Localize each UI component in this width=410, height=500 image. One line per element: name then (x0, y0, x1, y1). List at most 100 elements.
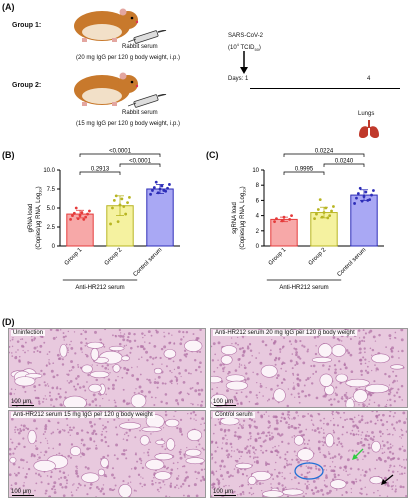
stain-dot (252, 492, 255, 495)
stain-dot (118, 329, 121, 332)
chart-c-data-point (316, 208, 320, 211)
stain-dot (383, 459, 387, 463)
chart-b-data-point (149, 192, 152, 196)
stain-dot (231, 491, 234, 494)
stain-dot (9, 392, 13, 396)
stain-dot (242, 349, 246, 353)
stain-dot (217, 481, 221, 485)
stain-dot (46, 383, 49, 385)
stain-dot (69, 426, 72, 429)
stain-dot (67, 431, 70, 434)
stain-dot (237, 427, 240, 429)
scale-bar-label: 100 μm (213, 489, 234, 495)
stain-dot (331, 456, 335, 459)
stain-dot (330, 420, 332, 422)
stain-dot (18, 355, 21, 358)
stain-dot (355, 433, 358, 436)
stain-dot (290, 343, 293, 345)
stain-dot (367, 446, 371, 450)
stain-dot (318, 431, 321, 434)
stain-dot (27, 362, 30, 365)
chart-c-bar (270, 218, 298, 247)
stain-dot (400, 329, 404, 332)
stain-dot (212, 342, 216, 346)
group1-serum: Rabbit serum (122, 44, 158, 50)
stain-dot (234, 397, 238, 401)
stain-dot (343, 364, 346, 367)
stain-dot (34, 396, 38, 400)
alveolar-space (324, 433, 335, 448)
stain-dot (293, 385, 295, 387)
stain-dot (255, 456, 257, 459)
stain-dot (199, 404, 203, 407)
alveolar-space (390, 364, 404, 370)
stain-dot (402, 485, 405, 489)
stain-dot (114, 334, 117, 337)
stain-dot (387, 447, 390, 450)
stain-dot (26, 427, 30, 431)
chart-c-x-tick-label: Group 1 (268, 247, 288, 267)
stain-dot (399, 473, 401, 475)
stain-dot (107, 378, 111, 381)
stain-dot (175, 378, 179, 382)
stain-dot (387, 469, 390, 472)
stain-dot (134, 453, 137, 456)
stain-dot (325, 485, 328, 488)
stain-dot (199, 479, 203, 482)
stain-dot (47, 385, 50, 387)
stain-dot (15, 473, 18, 477)
stain-dot (398, 395, 401, 399)
stain-dot (80, 438, 84, 442)
stain-dot (130, 468, 133, 470)
stain-dot (100, 433, 103, 436)
stain-dot (320, 488, 324, 492)
alveolar-space (220, 345, 237, 356)
histology-image-anti-hr212-15mg: Anti-HR212 serum 15 mg IgG per 120 g bod… (8, 410, 206, 498)
stain-dot (22, 424, 26, 428)
chart-c-data-point (370, 193, 373, 197)
stain-dot (11, 441, 14, 444)
chart-b-y-tick-label: 7.5 (47, 187, 56, 193)
chart-c-data-point (332, 205, 335, 208)
stain-dot (403, 472, 406, 475)
stain-dot (332, 429, 335, 432)
stain-dot (267, 420, 270, 423)
stain-dot (349, 473, 351, 475)
alveolar-space (153, 367, 163, 375)
stain-dot (179, 456, 183, 460)
stain-dot (13, 393, 15, 395)
stain-dot (377, 489, 379, 492)
stain-dot (400, 428, 402, 431)
stain-dot (356, 441, 360, 445)
histology-caption: Anti-HR212 serum 20 mg IgG per 120 g bod… (213, 330, 357, 336)
stain-dot (185, 355, 188, 358)
stain-dot (52, 362, 55, 365)
stain-dot (314, 352, 318, 356)
syringe-icon (128, 30, 167, 44)
stain-dot (357, 329, 361, 332)
stain-dot (48, 447, 50, 449)
stain-dot (175, 398, 179, 402)
stain-dot (103, 345, 106, 348)
stain-dot (392, 370, 395, 373)
alveolar-space (297, 448, 314, 461)
stain-dot (169, 341, 172, 344)
stain-dot (389, 404, 392, 407)
stain-dot (231, 342, 233, 345)
chart-b-data-point (162, 189, 166, 192)
stain-dot (385, 481, 389, 485)
chart-b-x-tick-label: Control serum (133, 247, 164, 278)
stain-dot (74, 388, 77, 391)
stain-dot (265, 411, 268, 413)
stain-dot (218, 486, 221, 489)
stain-dot (73, 331, 76, 333)
stain-dot (291, 478, 293, 481)
stain-dot (303, 442, 306, 445)
stain-dot (67, 347, 69, 349)
stain-dot (237, 343, 239, 346)
stain-dot (368, 403, 371, 406)
stain-dot (49, 329, 53, 331)
alveolar-space (130, 393, 147, 407)
stain-dot (159, 356, 162, 360)
alveolar-space (365, 383, 389, 394)
